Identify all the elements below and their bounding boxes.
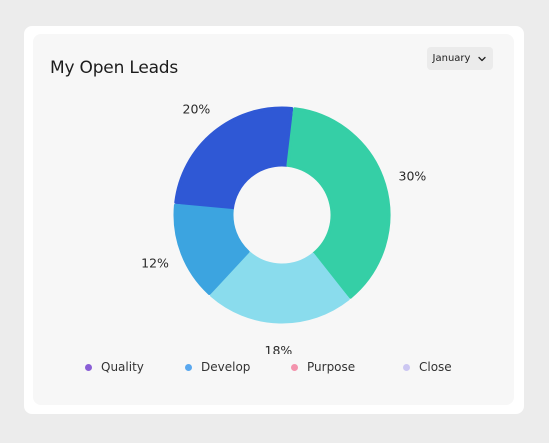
donut-slice-3 [210,251,350,324]
slice-label-2: 30% [399,168,427,183]
month-dropdown[interactable]: January [427,47,493,70]
donut-slice-2 [286,107,391,299]
legend-dot [185,363,192,371]
card-title: My Open Leads [50,58,179,78]
legend-item-close: Close [403,360,452,374]
slice-label-1: 20% [183,101,211,116]
donut-chart: 20% 30% 18% 12% [141,101,427,354]
month-dropdown-value: January [432,53,471,64]
donut-slice-1 [174,106,294,211]
slice-label-3: 18% [265,343,293,354]
chevron-down-icon [478,56,487,61]
chart-legend: Quality Develop Purpose Close [33,360,514,378]
legend-item-purpose: Purpose [291,360,355,374]
legend-dot [291,363,298,371]
slice-label-4: 12% [141,256,169,271]
legend-item-quality: Quality [85,360,144,374]
legend-item-develop: Develop [185,360,250,374]
open-leads-card: My Open Leads January 20% 30% 18% 12% Quali… [33,34,514,405]
donut-slice-4 [173,203,250,296]
legend-label: Close [419,360,452,374]
widget-frame: My Open Leads January 20% 30% 18% 12% Quali… [24,26,524,414]
legend-label: Develop [201,360,251,374]
legend-label: Purpose [307,360,356,374]
legend-label: Quality [101,360,144,374]
legend-dot [85,363,92,371]
legend-dot [403,363,410,371]
